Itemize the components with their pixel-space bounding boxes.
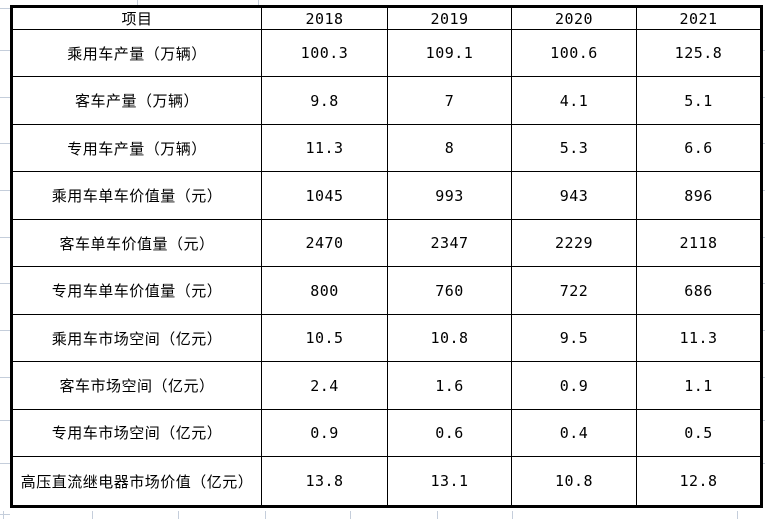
sheet-gridline bbox=[137, 0, 138, 5]
value-cell: 125.8 bbox=[636, 28, 762, 78]
data-table-container: 项目 2018 2019 2020 2021 乘用车产量（万辆） 100.3 109.1 10… bbox=[10, 5, 763, 508]
sheet-gridline bbox=[0, 8, 10, 9]
row-label: 专用车产量（万辆） bbox=[11, 123, 262, 173]
sheet-gridline bbox=[0, 330, 10, 331]
value-cell: 11.3 bbox=[261, 123, 388, 173]
value-cell: 2470 bbox=[261, 218, 388, 268]
table-header-row: 项目 2018 2019 2020 2021 bbox=[11, 6, 762, 30]
value-cell: 1045 bbox=[261, 171, 388, 220]
value-cell: 1.6 bbox=[387, 361, 512, 410]
value-cell: 13.8 bbox=[261, 456, 388, 507]
table-row: 客车单车价值量（元） 2470 2347 2229 2118 bbox=[11, 218, 762, 268]
value-cell: 1.1 bbox=[636, 361, 762, 410]
header-cell-year-2019: 2019 bbox=[387, 6, 512, 30]
value-cell: 10.8 bbox=[511, 456, 637, 507]
value-cell: 2347 bbox=[387, 218, 512, 268]
row-label: 客车产量（万辆） bbox=[11, 76, 262, 125]
header-cell-year-2018: 2018 bbox=[261, 6, 388, 30]
sheet-gridline bbox=[3, 511, 4, 519]
table-row: 高压直流继电器市场价值（亿元） 13.8 13.1 10.8 12.8 bbox=[11, 456, 762, 507]
value-cell: 9.8 bbox=[261, 76, 388, 125]
value-cell: 4.1 bbox=[511, 76, 637, 125]
sheet-gridline bbox=[0, 97, 10, 98]
value-cell: 100.6 bbox=[511, 28, 637, 78]
row-label: 乘用车单车价值量（元） bbox=[11, 171, 262, 220]
value-cell: 2229 bbox=[511, 218, 637, 268]
row-label: 客车市场空间（亿元） bbox=[11, 361, 262, 410]
sheet-gridline bbox=[258, 0, 259, 5]
sheet-gridline bbox=[0, 143, 10, 144]
table-row: 客车市场空间（亿元） 2.4 1.6 0.9 1.1 bbox=[11, 361, 762, 410]
value-cell: 722 bbox=[511, 266, 637, 315]
sheet-gridline bbox=[0, 377, 10, 378]
value-cell: 0.6 bbox=[387, 408, 512, 458]
header-cell-year-2020: 2020 bbox=[511, 6, 637, 30]
table-row: 专用车产量（万辆） 11.3 8 5.3 6.6 bbox=[11, 123, 762, 173]
row-label: 专用车单车价值量（元） bbox=[11, 266, 262, 315]
value-cell: 0.4 bbox=[511, 408, 637, 458]
sheet-gridline bbox=[0, 50, 10, 51]
sheet-gridline bbox=[0, 283, 10, 284]
sheet-gridline bbox=[0, 463, 10, 464]
row-label: 专用车市场空间（亿元） bbox=[11, 408, 262, 458]
value-cell: 800 bbox=[261, 266, 388, 315]
value-cell: 7 bbox=[387, 76, 512, 125]
sheet-gridline bbox=[265, 511, 266, 519]
value-cell: 896 bbox=[636, 171, 762, 220]
value-cell: 5.1 bbox=[636, 76, 762, 125]
value-cell: 0.9 bbox=[511, 361, 637, 410]
sheet-gridline bbox=[437, 511, 438, 519]
value-cell: 13.1 bbox=[387, 456, 512, 507]
sheet-gridline bbox=[0, 420, 10, 421]
value-cell: 109.1 bbox=[387, 28, 512, 78]
value-cell: 10.8 bbox=[387, 313, 512, 363]
sheet-gridline bbox=[0, 237, 10, 238]
data-table: 项目 2018 2019 2020 2021 乘用车产量（万辆） 100.3 109.1 10… bbox=[10, 5, 763, 508]
header-cell-year-2021: 2021 bbox=[636, 6, 762, 30]
sheet-gridline bbox=[737, 511, 738, 519]
value-cell: 9.5 bbox=[511, 313, 637, 363]
table-row: 乘用车市场空间（亿元） 10.5 10.8 9.5 11.3 bbox=[11, 313, 762, 363]
value-cell: 12.8 bbox=[636, 456, 762, 507]
value-cell: 5.3 bbox=[511, 123, 637, 173]
table-row: 专用车单车价值量（元） 800 760 722 686 bbox=[11, 266, 762, 315]
value-cell: 2.4 bbox=[261, 361, 388, 410]
sheet-gridline bbox=[92, 511, 93, 519]
value-cell: 943 bbox=[511, 171, 637, 220]
value-cell: 0.9 bbox=[261, 408, 388, 458]
table-body: 乘用车产量（万辆） 100.3 109.1 100.6 125.8 客车产量（万辆） 9.8… bbox=[11, 28, 762, 507]
header-cell-item: 项目 bbox=[11, 6, 262, 30]
value-cell: 0.5 bbox=[636, 408, 762, 458]
sheet-gridline bbox=[0, 514, 10, 515]
value-cell: 6.6 bbox=[636, 123, 762, 173]
value-cell: 993 bbox=[387, 171, 512, 220]
sheet-gridline bbox=[350, 511, 351, 519]
value-cell: 100.3 bbox=[261, 28, 388, 78]
value-cell: 760 bbox=[387, 266, 512, 315]
row-label: 乘用车产量（万辆） bbox=[11, 28, 262, 78]
row-label: 高压直流继电器市场价值（亿元） bbox=[11, 456, 262, 507]
sheet-gridline bbox=[0, 190, 10, 191]
sheet-gridline bbox=[178, 511, 179, 519]
value-cell: 11.3 bbox=[636, 313, 762, 363]
table-row: 专用车市场空间（亿元） 0.9 0.6 0.4 0.5 bbox=[11, 408, 762, 458]
table-row: 乘用车产量（万辆） 100.3 109.1 100.6 125.8 bbox=[11, 28, 762, 78]
row-label: 乘用车市场空间（亿元） bbox=[11, 313, 262, 363]
value-cell: 8 bbox=[387, 123, 512, 173]
sheet-gridline bbox=[512, 511, 513, 519]
row-label: 客车单车价值量（元） bbox=[11, 218, 262, 268]
table-row: 乘用车单车价值量（元） 1045 993 943 896 bbox=[11, 171, 762, 220]
value-cell: 10.5 bbox=[261, 313, 388, 363]
value-cell: 686 bbox=[636, 266, 762, 315]
table-row: 客车产量（万辆） 9.8 7 4.1 5.1 bbox=[11, 76, 762, 125]
value-cell: 2118 bbox=[636, 218, 762, 268]
